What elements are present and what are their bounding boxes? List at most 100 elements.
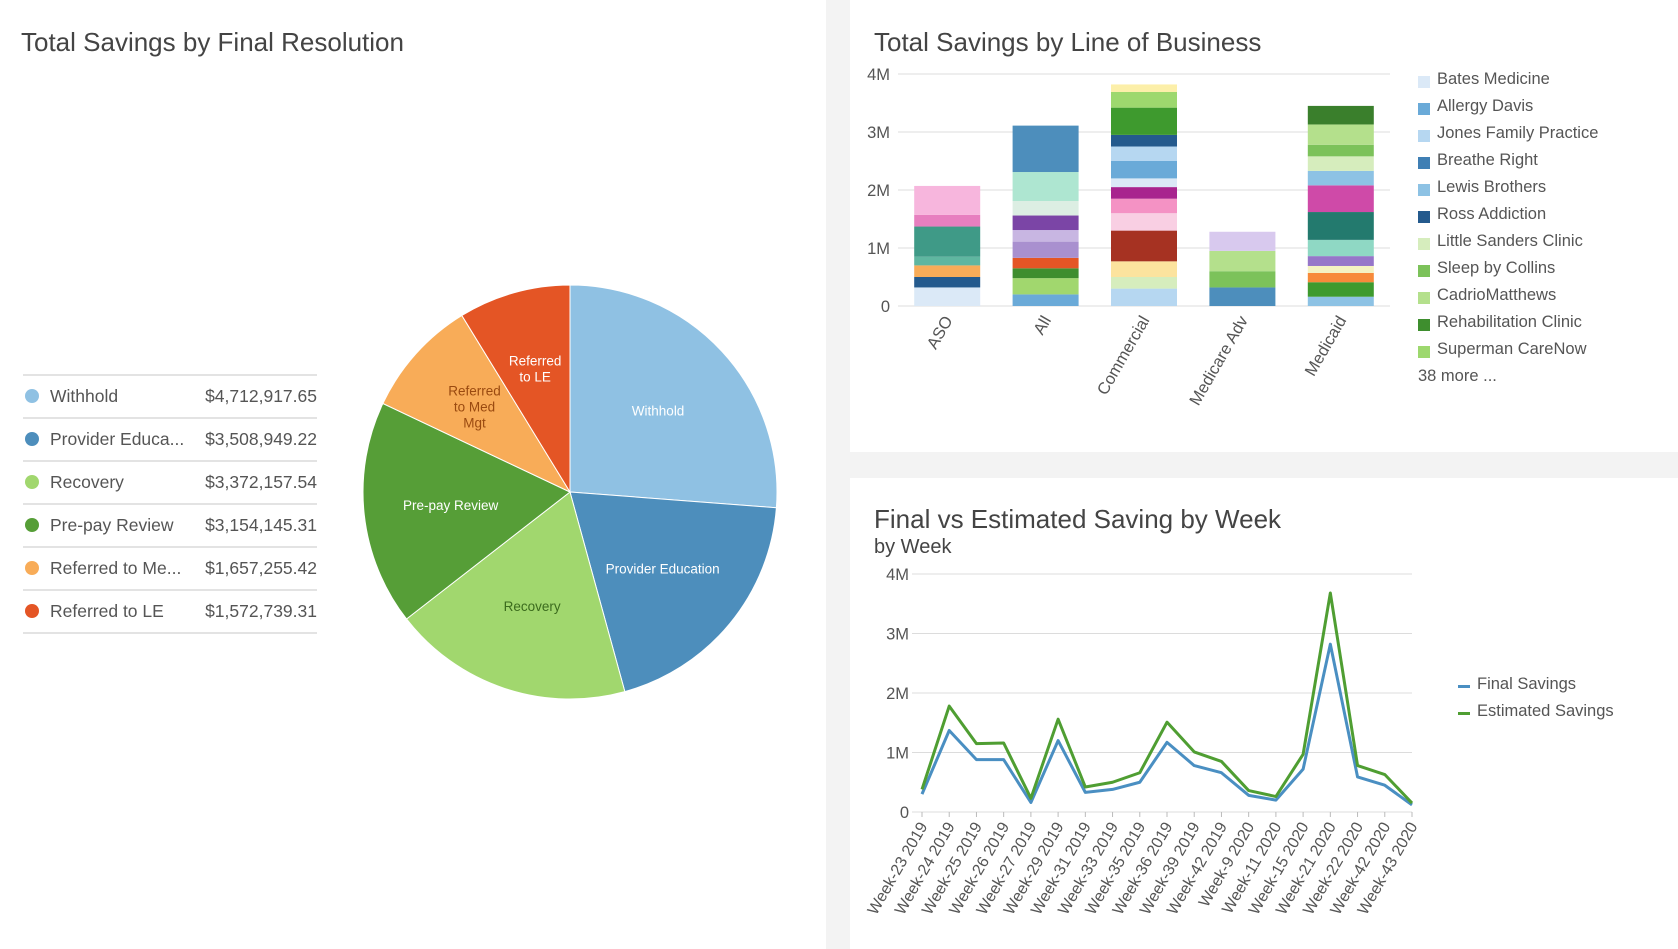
bar-legend-item[interactable]: Bates Medicine bbox=[1418, 70, 1550, 97]
bar-legend-item[interactable]: Lewis Brothers bbox=[1418, 178, 1546, 205]
pie-slice bbox=[569, 284, 778, 509]
bar-segment bbox=[1307, 170, 1374, 186]
bar-segment bbox=[1111, 288, 1177, 306]
legend-row-referred-to-med-mgt[interactable]: Referred to Me... $1,657,255.42 bbox=[23, 546, 317, 589]
pie-slice bbox=[569, 491, 777, 693]
bar-segment bbox=[1012, 230, 1079, 242]
legend-dot bbox=[25, 389, 39, 403]
pie-slice bbox=[461, 284, 571, 494]
bar-legend-item[interactable]: Sleep by Collins bbox=[1418, 259, 1555, 286]
line-y-tick: 2M bbox=[886, 685, 909, 703]
legend-dot bbox=[25, 518, 39, 532]
legend-label: Superman CareNow bbox=[1437, 340, 1587, 358]
bar-segment bbox=[1012, 172, 1079, 202]
legend-value: $4,712,917.65 bbox=[205, 386, 317, 406]
legend-label: Lewis Brothers bbox=[1437, 178, 1547, 196]
bar-segment bbox=[1111, 178, 1177, 188]
bar-y-tick: 2M bbox=[867, 182, 890, 200]
pie-slice-label: Referred to Med Mgt bbox=[448, 383, 501, 430]
line-y-tick: 3M bbox=[886, 626, 909, 644]
legend-swatch bbox=[1458, 712, 1470, 715]
bar-legend-item[interactable]: Ross Addiction bbox=[1418, 205, 1546, 232]
bar-segment bbox=[1111, 261, 1177, 277]
bar-panel: Total Savings by Line of Business bbox=[850, 0, 1678, 452]
legend-swatch bbox=[1418, 157, 1430, 169]
bar-segment bbox=[1111, 134, 1177, 147]
bar-segment bbox=[914, 256, 981, 266]
bar-segment bbox=[1012, 201, 1079, 216]
legend-row-referred-to-le[interactable]: Referred to LE $1,572,739.31 bbox=[23, 589, 317, 634]
legend-swatch bbox=[1418, 184, 1430, 196]
legend-swatch bbox=[1418, 238, 1430, 250]
bar-segment bbox=[1111, 91, 1177, 108]
bar-segment bbox=[1307, 185, 1374, 213]
bar-legend: Bates Medicine Allergy Davis Jones Famil… bbox=[1418, 70, 1598, 394]
bar-segment bbox=[1012, 215, 1079, 231]
bar-segment bbox=[1012, 257, 1079, 269]
legend-label: Jones Family Practice bbox=[1437, 124, 1599, 142]
bar-legend-item[interactable]: Allergy Davis bbox=[1418, 97, 1533, 124]
bar-segment bbox=[1307, 296, 1374, 306]
legend-row-recovery[interactable]: Recovery $3,372,157.54 bbox=[23, 460, 317, 503]
bar-legend-item[interactable]: Rehabilitation Clinic bbox=[1418, 313, 1582, 340]
bar-segment bbox=[1307, 212, 1374, 240]
legend-swatch bbox=[1418, 292, 1430, 304]
pie-chart-title: Total Savings by Final Resolution bbox=[21, 27, 404, 57]
legend-label: Allergy Davis bbox=[1437, 97, 1534, 115]
legend-dot bbox=[25, 561, 39, 575]
legend-label: Estimated Savings bbox=[1477, 702, 1614, 720]
line-y-tick: 1M bbox=[886, 745, 909, 763]
pie-slice bbox=[382, 314, 572, 494]
bar-segment bbox=[1111, 187, 1177, 199]
bar-x-tick: Medicaid bbox=[1302, 313, 1351, 379]
legend-more-link[interactable]: 38 more ... bbox=[1418, 367, 1497, 385]
legend-label: CadrioMatthews bbox=[1437, 286, 1557, 304]
bar-legend-item[interactable]: Superman CareNow bbox=[1418, 340, 1586, 367]
legend-row-provider-education[interactable]: Provider Educa... $3,508,949.22 bbox=[23, 417, 317, 460]
legend-label: Bates Medicine bbox=[1437, 70, 1550, 88]
pie-slice bbox=[405, 491, 626, 700]
bar-legend-item[interactable]: Little Sanders Clinic bbox=[1418, 232, 1583, 259]
legend-row-pre-pay-review[interactable]: Pre-pay Review $3,154,145.31 bbox=[23, 503, 317, 546]
bar-legend-item[interactable]: Breathe Right bbox=[1418, 151, 1538, 178]
legend-label: Sleep by Collins bbox=[1437, 259, 1556, 277]
line-chart-title: Final vs Estimated Saving by Week bbox=[874, 504, 1282, 534]
legend-row-withhold[interactable]: Withhold $4,712,917.65 bbox=[23, 374, 317, 417]
bar-segment bbox=[914, 287, 981, 306]
bar-segment bbox=[1307, 265, 1374, 273]
legend-swatch bbox=[1418, 103, 1430, 115]
legend-label: Final Savings bbox=[1477, 675, 1577, 693]
bar-y-tick: 0 bbox=[881, 298, 890, 316]
legend-value: $3,154,145.31 bbox=[205, 515, 317, 535]
legend-name: Provider Educa... bbox=[50, 429, 185, 449]
bar-legend-item[interactable]: Jones Family Practice bbox=[1418, 124, 1598, 151]
bar-x-tick: Commercial bbox=[1094, 313, 1154, 398]
legend-swatch bbox=[1418, 130, 1430, 142]
legend-value: $3,372,157.54 bbox=[205, 472, 317, 492]
bar-segment bbox=[1111, 198, 1177, 214]
legend-swatch bbox=[1418, 319, 1430, 331]
bar-y-tick: 3M bbox=[867, 124, 890, 142]
stacked-bar-chart: 0 1M 2M 3M 4M ASO All Commercial Medicare Adv Med… bbox=[867, 66, 1390, 409]
bar-segment bbox=[1111, 230, 1177, 262]
bar-segment bbox=[914, 214, 981, 227]
bar-segment bbox=[914, 226, 981, 257]
bar-segment bbox=[1307, 239, 1374, 257]
legend-label: Little Sanders Clinic bbox=[1437, 232, 1583, 250]
line-chart-subtitle: by Week bbox=[874, 536, 952, 558]
legend-value: $3,508,949.22 bbox=[205, 429, 317, 449]
bar-segment bbox=[1111, 146, 1177, 161]
pie-slice bbox=[362, 402, 571, 620]
pie-slice-label: Provider Education bbox=[606, 561, 720, 576]
legend-name: Referred to LE bbox=[50, 601, 164, 621]
pie-slice-label: Referred to LE bbox=[509, 353, 562, 384]
bar-segment bbox=[1307, 256, 1374, 266]
bar-y-tick: 4M bbox=[867, 66, 890, 84]
bar-segment bbox=[1012, 241, 1079, 258]
bar-segment bbox=[1111, 107, 1177, 135]
bar-x-tick: Medicare Adv bbox=[1186, 312, 1252, 408]
bar-segment bbox=[1307, 272, 1374, 283]
bar-legend-item[interactable]: CadrioMatthews bbox=[1418, 286, 1556, 313]
